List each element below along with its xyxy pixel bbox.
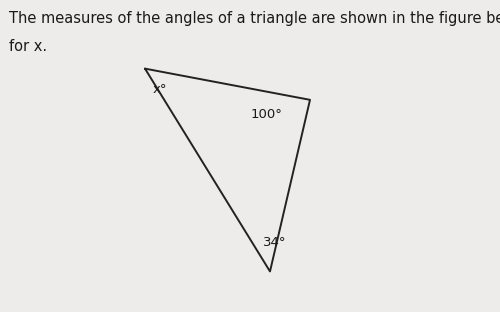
Text: 100°: 100° [250, 108, 282, 121]
Text: 34°: 34° [262, 236, 286, 249]
Text: for x.: for x. [9, 39, 47, 54]
Text: x°: x° [152, 83, 167, 96]
Text: The measures of the angles of a triangle are shown in the figure below. Solve: The measures of the angles of a triangle… [9, 11, 500, 26]
